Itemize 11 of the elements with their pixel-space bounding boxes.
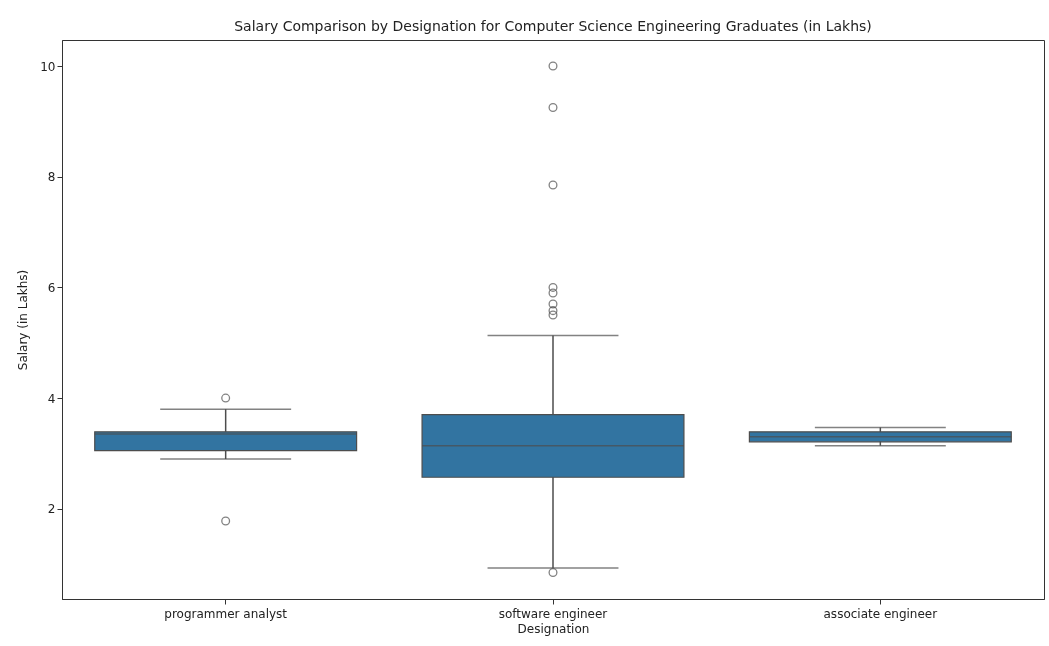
y-axis-title: Salary (in Lakhs): [16, 269, 31, 371]
y-tick-label: 6: [47, 280, 56, 295]
y-tick-label: 2: [47, 502, 56, 517]
x-axis-title: Designation: [517, 621, 590, 636]
x-tick-label: programmer analyst: [164, 606, 288, 621]
chart-title: Salary Comparison by Designation for Computer Science Engineering Graduates (in Lakhs): [234, 18, 872, 34]
y-tick-label: 4: [47, 391, 56, 406]
x-tick-label: associate engineer: [823, 606, 938, 621]
y-tick-label: 10: [40, 59, 56, 74]
x-tick-label: software engineer: [498, 606, 608, 621]
y-tick-label: 8: [47, 170, 56, 185]
